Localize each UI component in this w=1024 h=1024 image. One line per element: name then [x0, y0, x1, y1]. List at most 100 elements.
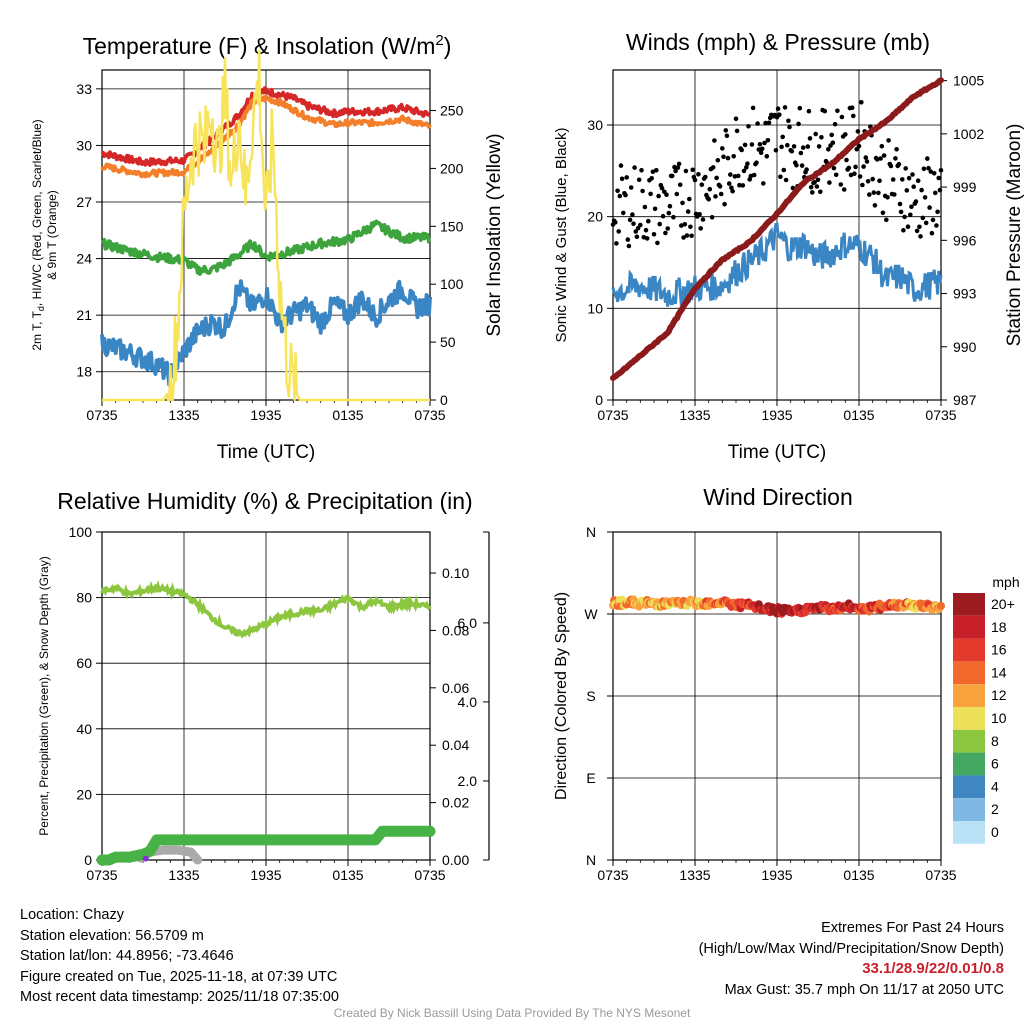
gust-point [871, 190, 877, 195]
gust-point [785, 142, 790, 148]
gust-point [726, 181, 732, 186]
snow-ytick-label: 4.0 [458, 694, 478, 710]
gust-point [710, 165, 716, 170]
gust-point [896, 161, 902, 167]
gust-point [775, 106, 781, 111]
gust-point [687, 196, 692, 202]
gust-point [688, 224, 693, 230]
gust-point [757, 142, 763, 147]
gust-point [761, 181, 766, 186]
gust-point [700, 217, 706, 222]
gust-point [639, 167, 644, 173]
gust-point [751, 172, 757, 178]
gust-point [861, 164, 866, 169]
gust-point [663, 230, 668, 236]
gust-point [810, 190, 815, 195]
gust-point [666, 210, 672, 216]
rh-title: Relative Humidity (%) & Precipitation (i… [57, 488, 472, 514]
gust-point [654, 168, 659, 173]
gust-point [755, 121, 760, 126]
legend-swatch [953, 798, 985, 821]
temp-xtick-label: 1335 [168, 407, 199, 423]
temperature-title-sup: 2 [435, 32, 443, 49]
gust-point [635, 225, 641, 231]
gust-point [673, 168, 678, 174]
pressure-ylabel: Station Pressure (Maroon) [1004, 124, 1024, 347]
gust-point [904, 188, 910, 193]
gust-point [833, 172, 839, 178]
gust-point [830, 140, 836, 145]
station-elevation: Station elevation: 56.5709 m [20, 927, 204, 944]
gust-point [660, 213, 666, 219]
gust-point [664, 192, 669, 197]
temp-ylabel-part: , HI/WC (Red, Green, Scarlet/Blue) [30, 119, 44, 306]
gust-point [852, 171, 857, 176]
pressure-ytick-label: 990 [953, 339, 977, 355]
gust-point [723, 128, 729, 133]
gust-point [783, 177, 789, 183]
temp-ylabel: 2m T, Td, HI/WC (Red, Green, Scarlet/Blu… [30, 119, 46, 350]
legend-label: 6 [991, 756, 999, 772]
insolation-ytick-label: 0 [440, 392, 448, 408]
gust-point [744, 165, 749, 170]
gust-point [644, 236, 650, 241]
wind-xtick-label: 1335 [679, 407, 710, 423]
gust-point [787, 124, 792, 130]
gust-point [737, 182, 742, 188]
extremes-values: 33.1/28.9/22/0.01/0.8 [862, 960, 1004, 977]
gust-point [908, 212, 913, 218]
gust-point [927, 205, 932, 210]
precip-marker [142, 855, 149, 862]
pressure-ytick-label: 1002 [953, 126, 984, 142]
gust-point [740, 183, 746, 188]
insolation-ytick-label: 150 [440, 218, 464, 234]
temp-ytick-label: 24 [76, 251, 92, 267]
gust-point [682, 222, 688, 227]
gust-point [685, 209, 691, 214]
gust-point [659, 185, 665, 191]
gust-point [898, 209, 904, 215]
wind-xtick-label: 0135 [843, 407, 874, 423]
temp-series-td [101, 219, 431, 276]
gust-point [816, 144, 822, 149]
insolation-ylabel: Solar Insolation (Yellow) [484, 133, 505, 336]
gust-point [859, 100, 864, 105]
gust-point [736, 173, 741, 179]
gust-point [929, 230, 935, 236]
legend-label: 20+ [991, 596, 1015, 612]
snow-ytick-label: 6.0 [458, 615, 478, 631]
precip-ytick-label: 0.08 [442, 622, 469, 638]
gust-point [648, 191, 653, 197]
wdir-ytick-label: N [586, 852, 596, 868]
gust-point [937, 187, 943, 193]
gust-point [642, 204, 648, 210]
gust-point [742, 142, 748, 148]
gust-point [857, 174, 863, 179]
temperature-panel: Temperature (F) & Insolation (W/m2) 1821… [30, 32, 505, 463]
rh-ytick-label: 80 [76, 590, 92, 606]
gust-point [905, 224, 911, 229]
gust-point [638, 222, 643, 228]
gust-point [807, 136, 813, 141]
gust-point [938, 168, 944, 173]
rh-ytick-label: 60 [76, 655, 92, 671]
gust-point [909, 204, 914, 210]
gust-point [915, 178, 921, 183]
gust-point [914, 228, 920, 234]
extremes-title: Extremes For Past 24 Hours [821, 920, 1004, 936]
temp-ytick-label: 21 [76, 307, 92, 323]
station-location: Location: Chazy [20, 907, 124, 923]
gust-point [692, 177, 698, 183]
gust-point [731, 154, 736, 159]
gust-point [715, 158, 721, 163]
legend-label: 2 [991, 801, 999, 817]
gust-point [864, 159, 870, 164]
gust-point [813, 131, 818, 137]
gust-point [839, 114, 845, 120]
rh-xtick-label: 1335 [168, 867, 199, 883]
gust-point [764, 154, 770, 159]
rh-ytick-label: 20 [76, 786, 92, 802]
legend-label: 14 [991, 664, 1007, 680]
